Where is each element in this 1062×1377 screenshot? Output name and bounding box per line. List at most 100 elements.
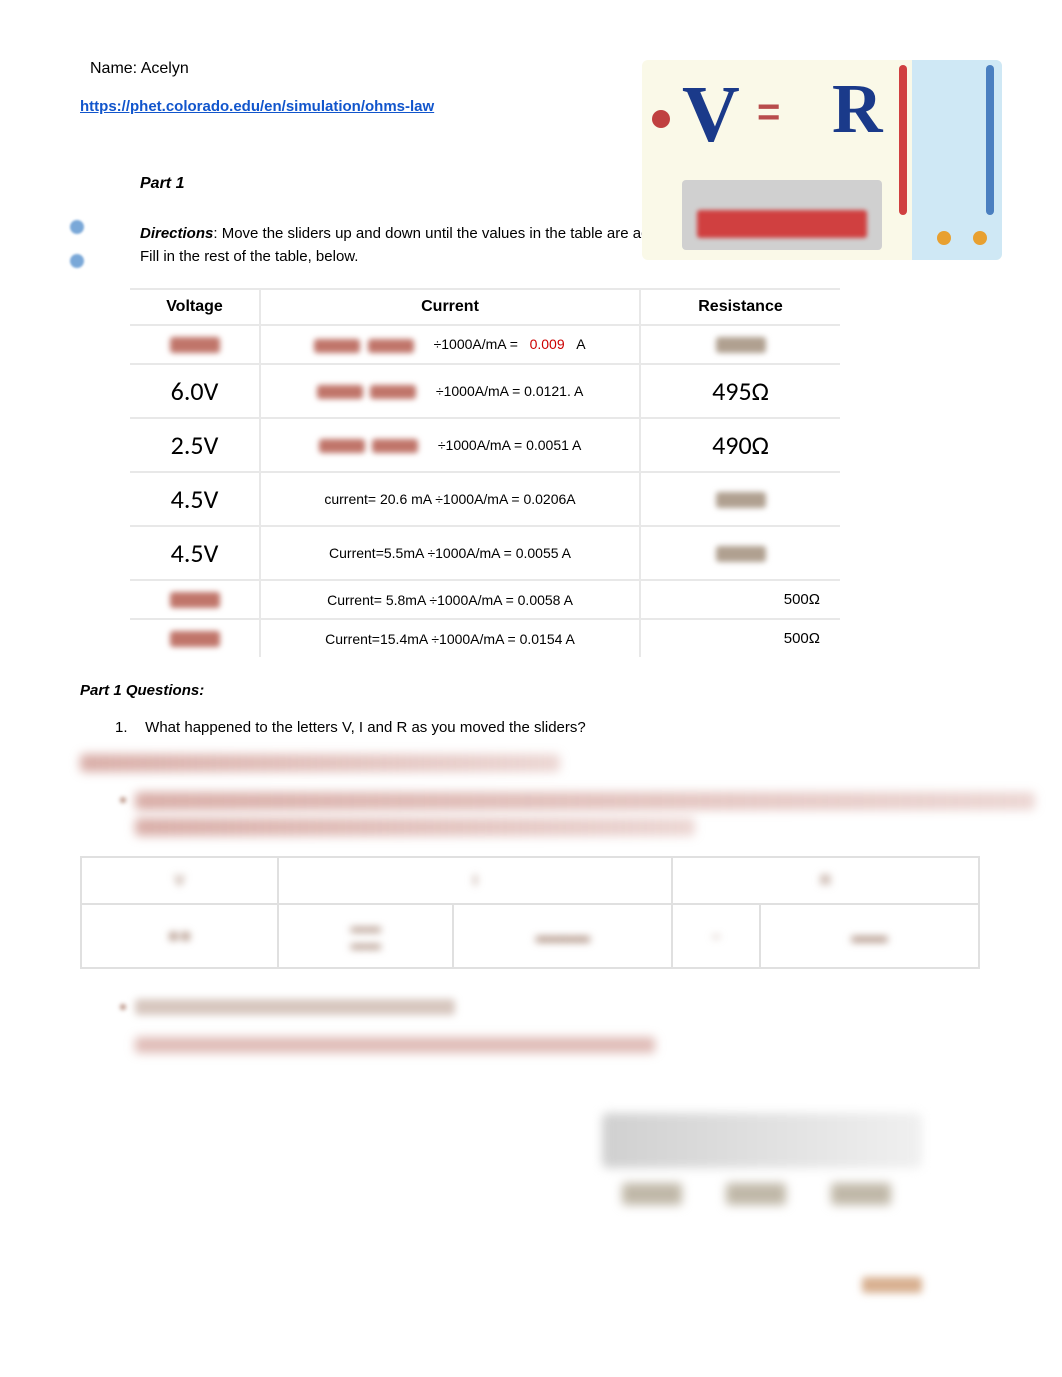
blurred-value [370,385,416,399]
equals-graphic: = [757,90,780,135]
current-cell: Current= 5.8mA ÷1000A/mA = 0.0058 A [260,580,640,619]
table-row: ÷1000A/mA = 0.009 A [130,325,840,364]
voltage-value: 4.5V [171,537,219,569]
blurred-item [831,1183,891,1205]
current-cell: ÷1000A/mA = 0.0051 A [260,418,640,472]
current-conversion: ÷1000A/mA = [434,336,522,352]
resistance-cell: 495Ω [640,364,840,418]
voltage-cell: 4.5V [130,472,260,526]
table-row: 4.5V Current=5.5mA ÷1000A/mA = 0.0055 A [130,526,840,580]
resistor-graphic [697,210,867,238]
voltage-cell [130,580,260,619]
table-row: 4.5V current= 20.6 mA ÷1000A/mA = 0.0206A [130,472,840,526]
blurred-answer-line [80,754,560,772]
table-row: 2.5V ÷1000A/mA = 0.0051 A 490Ω [130,418,840,472]
current-line: current= 20.6 mA ÷1000A/mA = 0.0206A [269,491,631,507]
resistance-cell [640,472,840,526]
current-line: Current=15.4mA ÷1000A/mA = 0.0154 A [269,631,631,647]
blurred-answer-line [135,1037,655,1053]
table-header-row: Voltage Current Resistance [130,289,840,325]
blurred-value [716,546,766,562]
blue-dot-icon [70,254,84,268]
resistance-value: 490Ω [712,429,769,461]
decorative-side-dots [70,200,120,300]
voltage-value: 2.5V [171,429,219,461]
question-number: 1. [115,719,141,736]
resistance-cell: 500Ω [640,619,840,657]
question-1: 1. What happened to the letters V, I and… [115,719,982,736]
blurred-header: R [820,872,831,889]
v-letter-graphic: V [682,70,740,161]
resistance-header: Resistance [640,289,840,325]
table-row: Current= 5.8mA ÷1000A/mA = 0.0058 A 500Ω [130,580,840,619]
blurred-page-number [862,1277,922,1293]
table-header-row: V I R [81,857,979,904]
questions-heading-text: Part 1 Questions [80,682,199,699]
blurred-value: ▬▬ [851,926,887,947]
current-line: ÷1000A/mA = 0.009 A [269,336,631,352]
blurred-value [314,339,360,353]
blurred-question-line [135,818,695,836]
current-value: 0.009 [522,336,565,352]
voltage-cell: 6.0V [130,364,260,418]
blurred-value [716,492,766,508]
current-cell: Current=5.5mA ÷1000A/mA = 0.0055 A [260,526,640,580]
resistance-cell [640,325,840,364]
questions-heading: Part 1 Questions: [80,682,982,699]
directions-label: Directions [140,225,213,242]
resistance-value: 500Ω [784,630,820,647]
decorative-dot [652,110,670,128]
blurred-value [170,631,220,647]
directions-text: Directions: Move the sliders up and down… [140,223,700,268]
blurred-footer-graphic [602,1113,922,1233]
current-unit: A [565,336,586,352]
current-conversion: ÷1000A/mA = 0.0121. A [436,383,583,399]
current-cell: Current=15.4mA ÷1000A/mA = 0.0154 A [260,619,640,657]
blurred-value [368,339,414,353]
resistance-value: 500Ω [784,591,820,608]
blurred-value [716,337,766,353]
table-row: Current=15.4mA ÷1000A/mA = 0.0154 A 500Ω [130,619,840,657]
current-line: Current=5.5mA ÷1000A/mA = 0.0055 A [269,545,631,561]
current-text: Current=15.4mA ÷1000A/mA = 0.0154 A [325,631,575,647]
blurred-box [602,1113,922,1168]
resistance-cell: 500Ω [640,580,840,619]
blurred-value: ●● [167,925,191,948]
voltage-cell: 2.5V [130,418,260,472]
current-conversion: ÷1000A/mA = 0.0051 A [438,437,582,453]
blurred-question-line [135,792,1035,810]
blurred-value [170,592,220,608]
cell: – [672,904,760,968]
blue-dot-icon [70,220,84,234]
question-2-blurred [80,792,982,836]
voltage-value: 6.0V [171,375,219,407]
worksheet-page: V = R Name: Acelyn https://phet.colorado… [0,0,1062,1353]
current-line: ÷1000A/mA = 0.0051 A [269,437,631,453]
cell: ▬▬▬ [453,904,672,968]
voltage-cell [130,619,260,657]
voltage-header: Voltage [130,289,260,325]
directions-body: : Move the sliders up and down until the… [140,225,697,265]
blurred-value: ▬▬▬ [536,926,590,947]
blurred-value [372,439,418,453]
blurred-value [317,385,363,399]
table-row: ●● ▬▬▬▬ ▬▬▬ – ▬▬ [81,904,979,968]
current-line: Current= 5.8mA ÷1000A/mA = 0.0058 A [269,592,631,608]
question-text: What happened to the letters V, I and R … [145,719,586,736]
voltage-cell: 4.5V [130,526,260,580]
resistance-cell: 490Ω [640,418,840,472]
resistance-value: 495Ω [712,375,769,407]
current-cell: ÷1000A/mA = 0.009 A [260,325,640,364]
blurred-value: ▬▬▬▬ [351,919,381,953]
blurred-bullet [120,1004,126,1010]
cell: ▬▬▬▬ [278,904,453,968]
data-table: Voltage Current Resistance ÷1000A/mA = 0… [130,288,840,657]
voltage-cell [130,325,260,364]
col-v-header: V [81,857,278,904]
ohms-law-sim-thumbnail: V = R [642,60,1002,260]
resistance-slider-graphic [986,65,994,215]
control-buttons-graphic [937,231,987,245]
current-header: Current [260,289,640,325]
secondary-table: V I R ●● ▬▬▬▬ ▬▬▬ – ▬▬ [80,856,980,969]
blurred-item [622,1183,682,1205]
